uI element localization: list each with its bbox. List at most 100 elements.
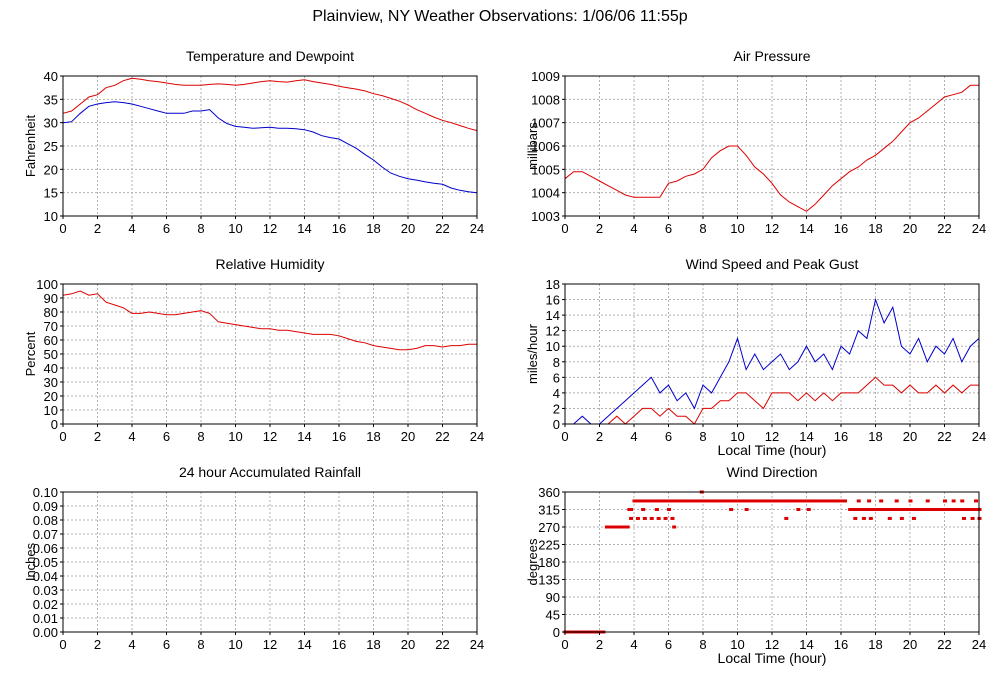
data-point [667, 508, 671, 511]
x-tick-label: 4 [128, 429, 135, 444]
data-point [887, 508, 892, 511]
x-tick-label: 16 [834, 429, 848, 444]
data-point [915, 508, 920, 511]
data-point [611, 525, 616, 529]
y-tick-label: 270 [538, 520, 560, 535]
data-point [946, 508, 951, 511]
data-point [868, 516, 873, 520]
data-point [925, 499, 930, 503]
data-point [898, 508, 903, 511]
x-tick-label: 16 [834, 221, 848, 236]
data-point [918, 508, 923, 511]
x-tick-label: 12 [765, 429, 779, 444]
y-tick-label: 30 [44, 116, 58, 131]
y-tick-label: 135 [538, 573, 560, 588]
y-tick-label: 1003 [531, 209, 560, 224]
chart-title: Wind Direction [726, 464, 817, 480]
y-tick-label: 30 [44, 375, 58, 390]
x-axis-label: Local Time (hour) [718, 442, 827, 458]
x-tick-label: 14 [799, 221, 813, 236]
data-point [725, 499, 730, 503]
x-tick-label: 12 [263, 637, 277, 652]
x-tick-label: 10 [730, 221, 744, 236]
x-tick-label: 6 [665, 637, 672, 652]
x-axis-label: Local Time (hour) [718, 650, 827, 666]
data-point [953, 508, 958, 511]
data-point [749, 499, 754, 503]
y-tick-label: 0.05 [33, 555, 58, 570]
x-tick-label: 20 [903, 429, 917, 444]
x-tick-label: 4 [630, 221, 637, 236]
data-point [794, 499, 799, 503]
chart-direction: 0 2 4 6 8 10 12 14 16 18 20 22 240459013518022527031… [525, 464, 986, 666]
data-point [767, 499, 772, 503]
x-tick-label: 14 [297, 221, 311, 236]
y-tick-label: 180 [538, 555, 560, 570]
data-point [646, 499, 651, 503]
chart-pressure: 0 2 4 6 8 10 12 14 16 18 20 22 241003100410051006100… [525, 48, 986, 236]
data-point [694, 499, 699, 503]
data-point [711, 499, 716, 503]
y-tick-label: 0.02 [33, 597, 58, 612]
x-tick-label: 22 [937, 429, 951, 444]
y-tick-label: 0.07 [33, 527, 58, 542]
data-point [663, 499, 668, 503]
y-tick-label: 45 [546, 608, 560, 623]
data-point [943, 499, 947, 503]
x-tick-label: 22 [435, 637, 449, 652]
y-tick-label: 35 [44, 92, 58, 107]
y-tick-label: 25 [44, 139, 58, 154]
data-point [649, 516, 654, 520]
data-point [715, 499, 720, 503]
y-tick-label: 360 [538, 485, 560, 500]
data-point [760, 499, 765, 503]
data-point [856, 508, 861, 511]
y-tick-label: 0.08 [33, 513, 58, 528]
series-line-blue [62, 101, 478, 194]
x-tick-label: 24 [972, 221, 986, 236]
y-tick-label: 1004 [531, 186, 560, 201]
data-point [842, 499, 847, 503]
data-point [742, 499, 747, 503]
data-point [815, 499, 820, 503]
x-tick-label: 24 [470, 637, 484, 652]
data-point [777, 499, 782, 503]
x-tick-label: 6 [163, 429, 170, 444]
data-point [860, 508, 865, 511]
x-tick-label: 14 [297, 637, 311, 652]
data-point [763, 499, 768, 503]
data-point [618, 525, 623, 529]
data-point [787, 499, 792, 503]
data-point [922, 508, 927, 511]
y-tick-label: 18 [546, 277, 560, 292]
x-tick-label: 18 [366, 221, 380, 236]
data-point [911, 508, 916, 511]
data-point [806, 508, 811, 511]
y-tick-label: 20 [44, 389, 58, 404]
data-point [891, 508, 896, 511]
data-point [877, 508, 882, 511]
y-tick-label: 16 [546, 293, 560, 308]
y-tick-label: 80 [44, 305, 58, 320]
x-tick-label: 0 [59, 429, 66, 444]
data-point [780, 499, 785, 503]
data-point [899, 516, 904, 520]
data-point [936, 508, 941, 511]
x-tick-label: 22 [937, 637, 951, 652]
data-point [604, 525, 609, 529]
y-axis-label: degrees [525, 538, 540, 585]
data-point [925, 508, 930, 511]
y-tick-label: 4 [553, 386, 560, 401]
x-tick-label: 0 [561, 429, 568, 444]
x-tick-label: 18 [868, 221, 882, 236]
x-tick-label: 16 [332, 221, 346, 236]
chart-title: Temperature and Dewpoint [186, 48, 354, 64]
data-point [943, 508, 947, 511]
y-tick-label: 15 [44, 186, 58, 201]
data-point [667, 499, 671, 503]
data-point [670, 499, 675, 503]
x-tick-label: 0 [59, 221, 66, 236]
y-tick-label: 40 [44, 361, 58, 376]
data-point [887, 516, 892, 520]
data-point [622, 525, 627, 529]
